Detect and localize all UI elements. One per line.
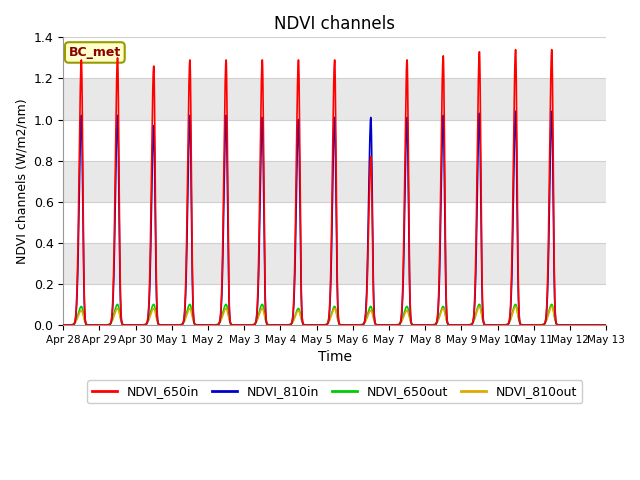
- Bar: [63, 202, 606, 243]
- Bar: [63, 120, 606, 161]
- Bar: [63, 78, 606, 120]
- Text: BC_met: BC_met: [68, 46, 121, 59]
- Legend: NDVI_650in, NDVI_810in, NDVI_650out, NDVI_810out: NDVI_650in, NDVI_810in, NDVI_650out, NDV…: [87, 380, 582, 403]
- Title: NDVI channels: NDVI channels: [274, 15, 395, 33]
- Bar: [63, 161, 606, 202]
- Bar: [63, 284, 606, 325]
- Y-axis label: NDVI channels (W/m2/nm): NDVI channels (W/m2/nm): [15, 98, 28, 264]
- Bar: [63, 37, 606, 78]
- Bar: [63, 243, 606, 284]
- X-axis label: Time: Time: [317, 350, 351, 364]
